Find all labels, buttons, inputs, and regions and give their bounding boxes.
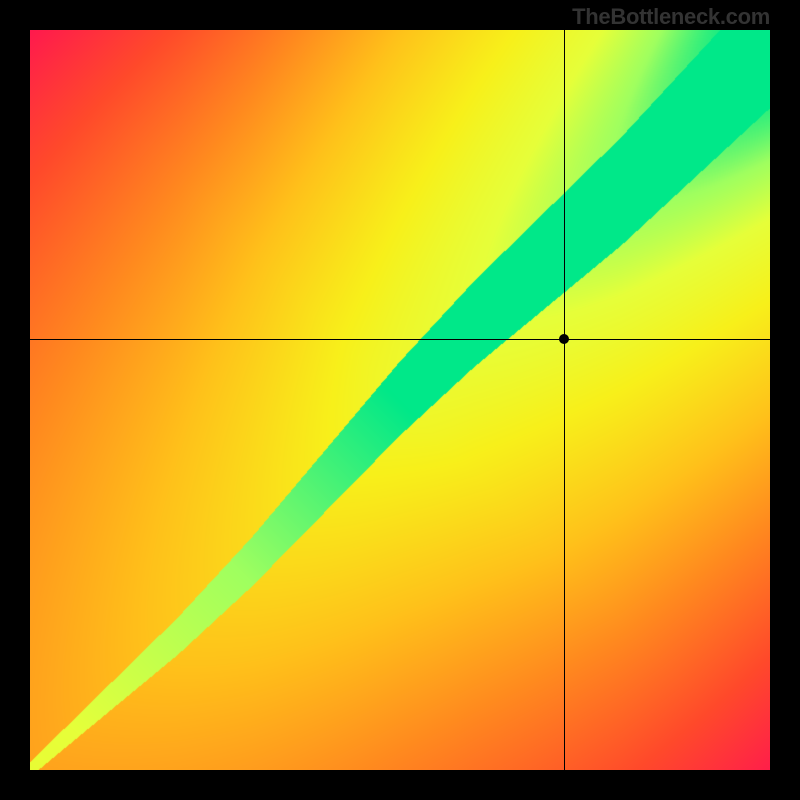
plot-area xyxy=(30,30,770,770)
crosshair-vertical xyxy=(564,30,565,770)
watermark-text: TheBottleneck.com xyxy=(572,4,770,30)
chart-container: TheBottleneck.com xyxy=(0,0,800,800)
crosshair-marker xyxy=(559,334,569,344)
heatmap-canvas xyxy=(30,30,770,770)
crosshair-horizontal xyxy=(30,339,770,340)
